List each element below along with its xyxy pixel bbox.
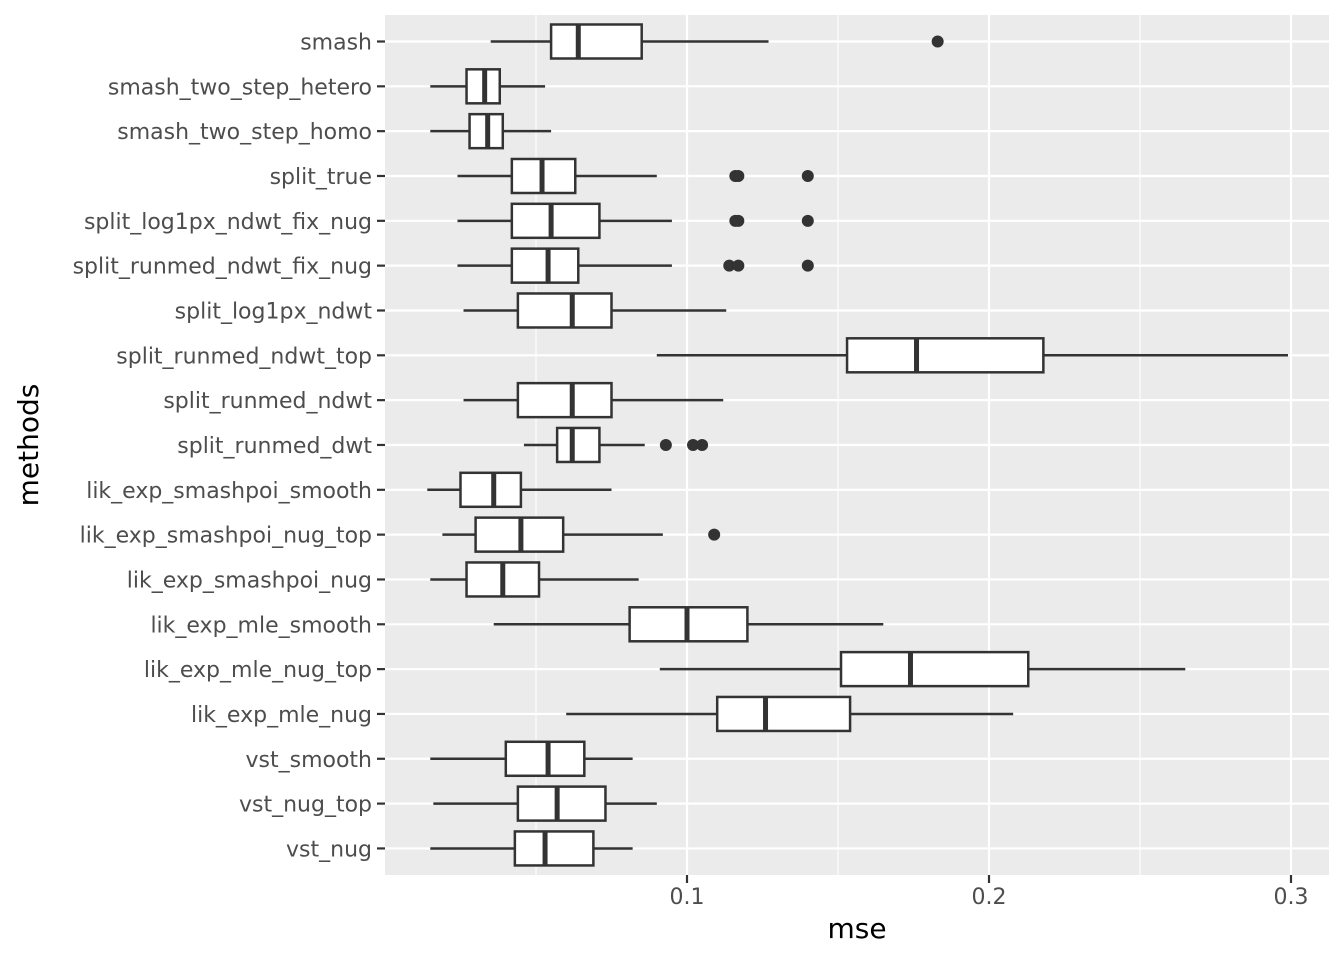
y-tick-label: smash: [300, 31, 372, 56]
y-tick-label: split_runmed_ndwt: [163, 389, 372, 414]
outlier-point: [732, 259, 745, 272]
y-tick-label: smash_two_step_homo: [117, 120, 372, 145]
iqr-box: [516, 785, 607, 822]
iqr-box: [516, 292, 613, 329]
iqr-box: [510, 247, 580, 284]
x-axis-title: mse: [827, 912, 886, 945]
y-tick-label: lik_exp_mle_nug: [191, 703, 372, 728]
box-lik_exp_smashpoi_smooth: [427, 471, 612, 509]
y-tick-label: lik_exp_mle_nug_top: [144, 658, 372, 683]
y-tick-label: lik_exp_mle_smooth: [150, 613, 372, 638]
outlier-point: [687, 438, 700, 451]
box-smash_two_step_hetero: [430, 68, 546, 105]
box-split_log1px_ndwt_fix_nug: [457, 202, 814, 240]
y-tick-label: vst_nug_top: [239, 793, 372, 818]
x-tick-label: 0.2: [972, 885, 1007, 910]
outlier-point: [931, 35, 944, 48]
y-tick-label: lik_exp_smashpoi_nug_top: [80, 524, 372, 549]
x-tick-label: 0.3: [1274, 885, 1309, 910]
box-smash_two_step_homo: [430, 112, 552, 150]
iqr-box: [516, 381, 613, 419]
box-split_log1px_ndwt: [463, 292, 727, 329]
y-tick-label: vst_nug: [286, 837, 372, 862]
iqr-box: [513, 830, 595, 867]
box-split_runmed_ndwt_fix_nug: [457, 247, 814, 284]
outlier-point: [801, 214, 814, 227]
outlier-point: [659, 438, 672, 451]
y-axis-title: methods: [12, 384, 45, 507]
iqr-box: [555, 426, 601, 464]
box-vst_nug: [430, 830, 633, 867]
iqr-box: [459, 471, 523, 509]
box-lik_exp_mle_nug_top: [659, 650, 1186, 688]
y-tick-label: vst_smooth: [246, 748, 373, 773]
outlier-point: [696, 438, 709, 451]
box-smash: [490, 23, 944, 60]
y-tick-label: split_log1px_ndwt_fix_nug: [84, 210, 372, 235]
x-tick-label: 0.1: [670, 885, 705, 910]
outlier-point: [732, 214, 745, 227]
outlier-point: [801, 169, 814, 182]
iqr-box: [839, 650, 1030, 688]
y-tick-label: split_runmed_ndwt_top: [116, 344, 372, 369]
outlier-point: [723, 259, 736, 272]
box-lik_exp_mle_nug: [566, 695, 1014, 733]
iqr-box: [510, 202, 601, 240]
y-axis: smash smash_two_step_hetero smash_two_step…: [73, 31, 385, 862]
y-tick-label: split_runmed_dwt: [177, 434, 372, 459]
outlier-point: [732, 169, 745, 182]
y-tick-label: split_log1px_ndwt: [175, 299, 373, 324]
box-lik_exp_smashpoi_nug: [430, 561, 639, 598]
outlier-point: [801, 259, 814, 272]
box-lik_exp_mle_smooth: [493, 606, 884, 643]
iqr-box: [504, 740, 586, 778]
box-lik_exp_smashpoi_nug_top: [442, 516, 721, 553]
y-tick-label: split_true: [270, 165, 372, 190]
x-axis: 0.1 0.2 0.3: [670, 875, 1309, 910]
y-tick-label: lik_exp_smashpoi_nug: [127, 568, 372, 593]
y-tick-label: lik_exp_smashpoi_smooth: [86, 479, 372, 504]
box-split_runmed_ndwt_top: [656, 337, 1288, 374]
box-split_true: [457, 157, 814, 195]
iqr-box: [845, 337, 1045, 374]
box-vst_nug_top: [433, 785, 657, 822]
boxes: [427, 23, 1288, 867]
iqr-box: [715, 695, 852, 733]
y-tick-label: smash_two_step_hetero: [108, 75, 372, 100]
outlier-point: [708, 528, 721, 541]
iqr-box: [549, 23, 643, 60]
box-split_runmed_dwt: [523, 426, 709, 464]
box-vst_smooth: [430, 740, 633, 778]
box-split_runmed_ndwt: [463, 381, 724, 419]
y-tick-label: split_runmed_ndwt_fix_nug: [73, 255, 372, 280]
